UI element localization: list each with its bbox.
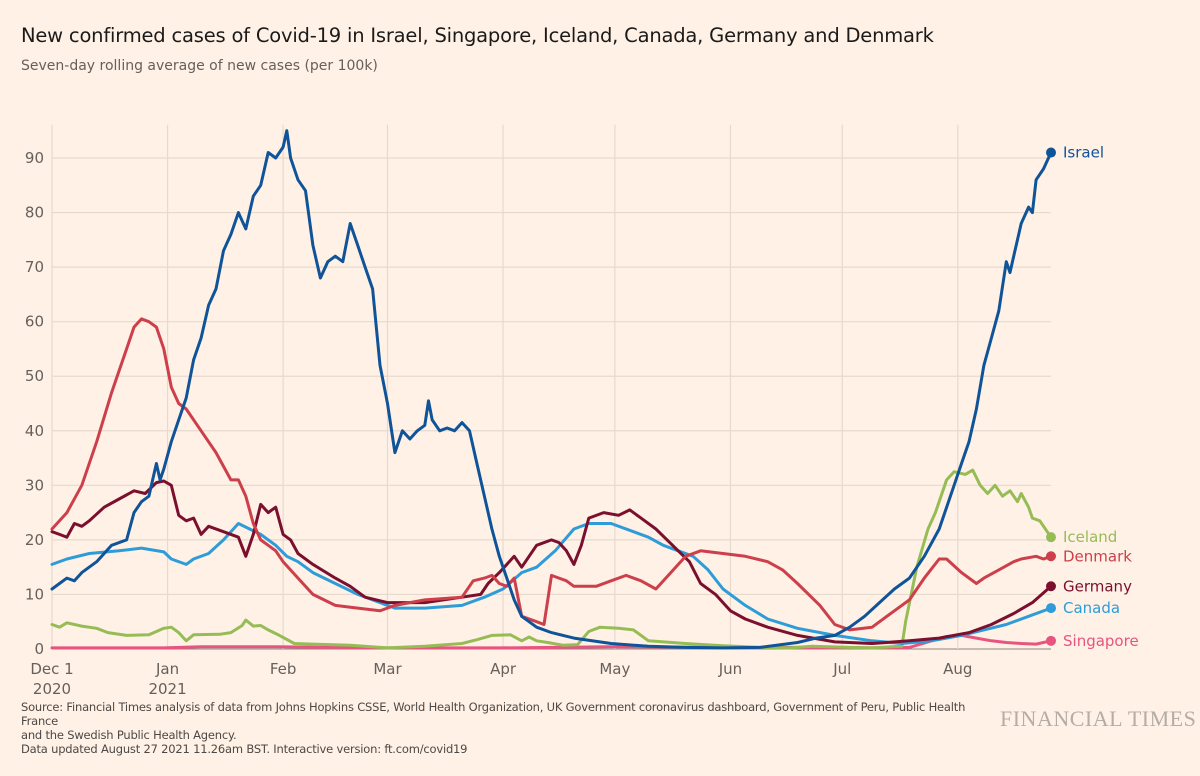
end-marker-iceland (1046, 532, 1056, 543)
series-labels: Singapore Iceland Canada Germany Denmark Isra… (1046, 144, 1139, 650)
x-tick-label: Mar (373, 660, 402, 678)
end-marker-israel (1046, 147, 1056, 158)
end-marker-canada (1046, 603, 1056, 614)
source-line-2: and the Swedish Public Health Agency. (21, 728, 237, 742)
x-tick-label: Jan (155, 660, 179, 678)
end-marker-germany (1046, 581, 1056, 592)
series-label-israel: Israel (1063, 144, 1104, 162)
chart-title: New confirmed cases of Covid-19 in Israe… (21, 24, 934, 47)
series-line-israel (50, 129, 1053, 650)
x-tick-label: Jul (832, 660, 851, 678)
series-line-canada (50, 522, 1053, 645)
x-tick-year-label: 2020 (33, 680, 71, 698)
end-marker-denmark (1046, 551, 1056, 562)
y-tick-label: 60 (25, 313, 44, 331)
x-axis-ticks: Dec 1 2020 Jan 2021 Feb Mar Apr May Jun Jul Aug (30, 660, 972, 698)
y-tick-label: 70 (25, 258, 44, 276)
gridlines (51, 124, 1051, 650)
y-tick-label: 30 (25, 476, 44, 494)
y-axis-ticks: 0 10 20 30 40 50 60 70 80 90 (25, 149, 44, 658)
series-label-canada: Canada (1063, 599, 1120, 617)
end-marker-singapore (1046, 635, 1056, 646)
source-line-1: Source: Financial Times analysis of data… (21, 700, 966, 728)
y-tick-label: 80 (25, 204, 44, 222)
y-tick-label: 0 (34, 640, 44, 658)
y-tick-label: 20 (25, 531, 44, 549)
x-tick-year-label: 2021 (148, 680, 186, 698)
x-tick-label: May (599, 660, 630, 678)
series-line-germany (50, 479, 1053, 645)
series-label-singapore: Singapore (1063, 632, 1139, 650)
y-tick-label: 50 (25, 367, 44, 385)
series-label-iceland: Iceland (1063, 528, 1117, 546)
source-note: Source: Financial Times analysis of data… (21, 700, 981, 756)
chart-subtitle: Seven-day rolling average of new cases (… (21, 58, 378, 74)
series-lines (50, 129, 1053, 650)
series-label-germany: Germany (1063, 577, 1132, 595)
x-tick-label: Feb (270, 660, 297, 678)
ft-logo: FINANCIAL TIMES (1000, 706, 1197, 731)
x-tick-label: Aug (943, 660, 972, 678)
y-tick-label: 10 (25, 585, 44, 603)
y-tick-label: 90 (25, 149, 44, 167)
series-label-denmark: Denmark (1063, 547, 1132, 565)
x-tick-label: Dec 1 (30, 660, 73, 678)
x-tick-label: Apr (490, 660, 517, 678)
x-tick-label: Jun (718, 660, 742, 678)
y-tick-label: 40 (25, 422, 44, 440)
series-line-iceland (50, 468, 1053, 650)
data-updated-note: Data updated August 27 2021 11.26am BST.… (21, 742, 468, 756)
